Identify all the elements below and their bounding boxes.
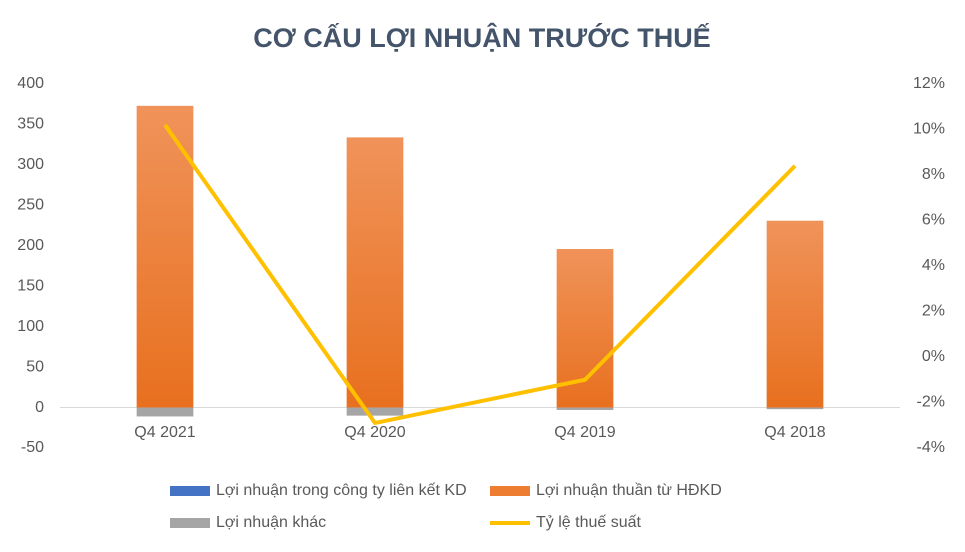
y-tick-label: 100 — [17, 318, 44, 335]
chart-title: CƠ CẤU LỢI NHUẬN TRƯỚC THUẾ — [253, 22, 710, 53]
bar — [766, 407, 824, 410]
legend-swatch — [170, 518, 210, 528]
y2-tick-label: 2% — [922, 303, 945, 320]
x-tick-label: Q4 2018 — [764, 424, 825, 441]
y2-tick-label: 4% — [922, 257, 945, 274]
bar — [766, 220, 824, 408]
legend-label: Lợi nhuận khác — [216, 514, 326, 531]
legend-label: Lợi nhuận thuần từ HĐKD — [536, 482, 722, 499]
y2-tick-label: 10% — [913, 121, 945, 138]
y2-tick-label: 12% — [913, 75, 945, 92]
x-tick-label: Q4 2021 — [134, 424, 195, 441]
line — [163, 123, 797, 425]
y-tick-label: 400 — [17, 75, 44, 92]
x-tick-label: Q4 2020 — [344, 424, 405, 441]
y-tick-label: 300 — [17, 156, 44, 173]
y-tick-label: 350 — [17, 116, 44, 133]
legend-swatch — [490, 486, 530, 496]
legend-label: Lợi nhuận trong công ty liên kết KD — [216, 482, 467, 499]
y2-tick-label: -2% — [917, 394, 945, 411]
y-tick-label: 50 — [26, 358, 44, 375]
y-tick-label: 0 — [35, 399, 44, 416]
legend-label: Tỷ lệ thuế suất — [536, 514, 642, 531]
y2-tick-label: 8% — [922, 166, 945, 183]
y-tick-label: 200 — [17, 237, 44, 254]
x-tick-label: Q4 2019 — [554, 424, 615, 441]
bar — [136, 407, 194, 417]
bar — [556, 407, 614, 410]
y-tick-label: 250 — [17, 197, 44, 214]
bar — [346, 407, 404, 416]
legend-swatch — [170, 486, 210, 496]
y2-tick-label: 0% — [922, 348, 945, 365]
bar — [346, 137, 404, 408]
bar — [136, 105, 194, 408]
y2-tick-label: 6% — [922, 212, 945, 229]
y2-tick-label: -4% — [917, 439, 945, 456]
y-tick-label: 150 — [17, 277, 44, 294]
y-tick-label: -50 — [21, 439, 44, 456]
